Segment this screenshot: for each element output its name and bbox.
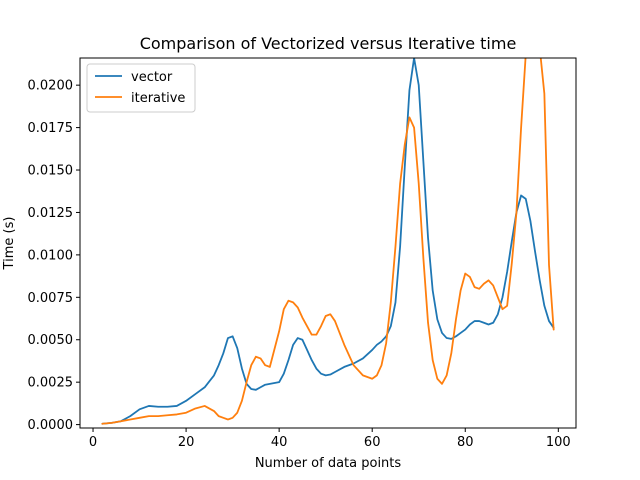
series-line-vector xyxy=(101,58,555,425)
x-tick-label: 0 xyxy=(89,435,97,450)
x-tick-label: 40 xyxy=(271,435,288,450)
y-tick-label: 0.0100 xyxy=(28,248,74,263)
series-layer xyxy=(101,58,555,425)
y-tick-label: 0.0050 xyxy=(28,333,74,348)
y-tick-label: 0.0150 xyxy=(28,164,74,179)
y-tick-label: 0.0025 xyxy=(28,376,74,391)
x-tick-label: 20 xyxy=(178,435,195,450)
y-tick-label: 0.0200 xyxy=(28,79,74,94)
x-tick-label: 80 xyxy=(457,435,474,450)
x-tick-label: 100 xyxy=(546,435,571,450)
y-tick-label: 0.0000 xyxy=(28,418,74,433)
y-tick-label: 0.0125 xyxy=(28,206,74,221)
legend: vector iterative xyxy=(86,63,196,113)
series-line-iterative xyxy=(101,58,555,425)
y-tick-label: 0.0075 xyxy=(28,291,74,306)
x-axis-ticks: 0 20 40 60 80 100 xyxy=(89,428,571,450)
y-axis-label: Time (s) xyxy=(2,217,17,271)
legend-label-vector: vector xyxy=(131,70,173,85)
chart-title: Comparison of Vectorized versus Iterativ… xyxy=(140,34,517,53)
y-tick-label: 0.0175 xyxy=(28,121,74,136)
x-tick-label: 60 xyxy=(364,435,381,450)
legend-label-iterative: iterative xyxy=(131,91,185,106)
plot-frame xyxy=(79,57,577,429)
legend-entries: vector iterative xyxy=(95,70,185,106)
x-axis-label: Number of data points xyxy=(255,456,402,471)
y-axis-ticks: 0.0000 0.0025 0.0050 0.0075 0.0100 0.0125 0.01… xyxy=(28,79,80,433)
